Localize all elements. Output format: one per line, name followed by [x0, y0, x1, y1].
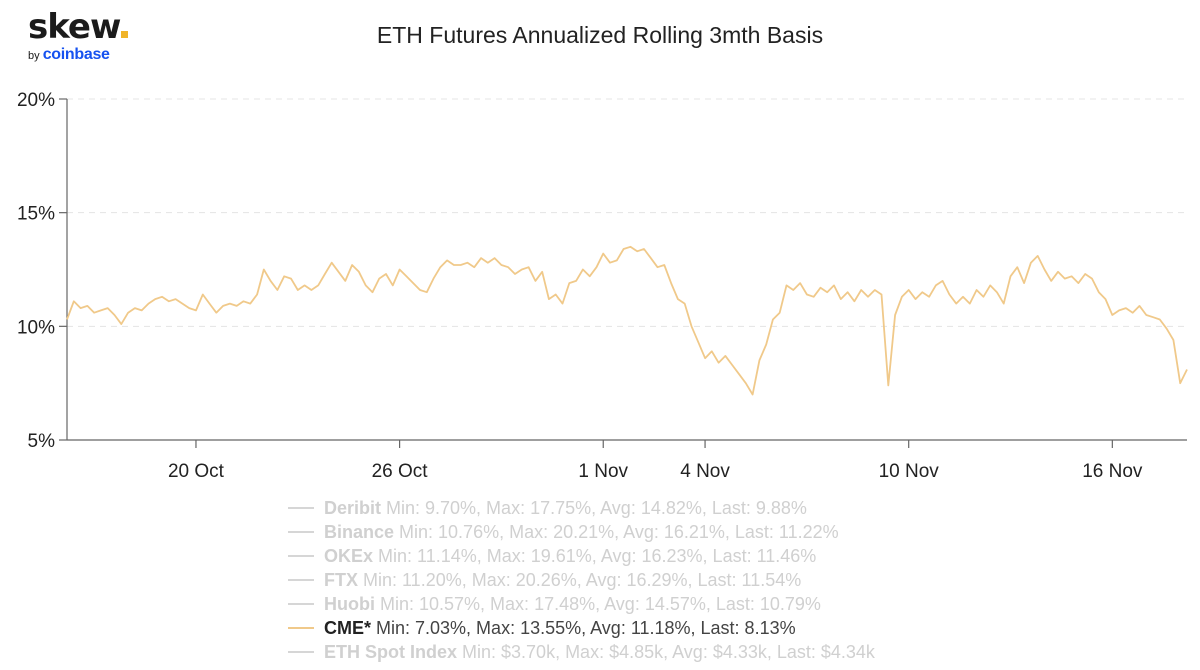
legend-swatch — [288, 507, 314, 509]
legend-item[interactable]: Huobi Min: 10.57%, Max: 17.48%, Avg: 14.5… — [288, 592, 875, 616]
y-tick-label: 10% — [17, 317, 55, 338]
legend-item[interactable]: ETH Spot Index Min: $3.70k, Max: $4.85k, … — [288, 640, 875, 664]
legend-name: FTX — [324, 569, 358, 590]
skew-logo: skew by coinbase — [28, 10, 148, 64]
legend-item[interactable]: Binance Min: 10.76%, Max: 20.21%, Avg: 16… — [288, 520, 875, 544]
legend-stats: Min: 11.14%, Max: 19.61%, Avg: 16.23%, L… — [378, 545, 817, 566]
legend-stats: Min: $3.70k, Max: $4.85k, Avg: $4.33k, L… — [462, 641, 875, 662]
legend-swatch — [288, 579, 314, 581]
legend-name: ETH Spot Index — [324, 641, 458, 662]
legend-stats: Min: 11.20%, Max: 20.26%, Avg: 16.29%, L… — [363, 569, 802, 590]
legend-item[interactable]: Deribit Min: 9.70%, Max: 17.75%, Avg: 14.… — [288, 496, 875, 520]
legend-swatch — [288, 627, 314, 629]
x-tick-label: 10 Nov — [879, 461, 940, 482]
legend-stats: Min: 9.70%, Max: 17.75%, Avg: 14.82%, La… — [386, 497, 807, 518]
legend-swatch — [288, 555, 314, 557]
y-tick-label: 15% — [17, 204, 55, 225]
y-tick-label: 20% — [17, 90, 55, 111]
x-tick-label: 26 Oct — [372, 461, 429, 482]
legend-stats: Min: 7.03%, Max: 13.55%, Avg: 11.18%, La… — [376, 617, 796, 638]
legend-name: Huobi — [324, 593, 375, 614]
legend-name: Binance — [324, 521, 395, 542]
legend-name: OKEx — [324, 545, 374, 566]
legend-item[interactable]: FTX Min: 11.20%, Max: 20.26%, Avg: 16.29%… — [288, 568, 875, 592]
x-tick-label: 4 Nov — [680, 461, 730, 482]
legend-item[interactable]: CME* Min: 7.03%, Max: 13.55%, Avg: 11.18%… — [288, 616, 875, 640]
legend-item[interactable]: OKEx Min: 11.14%, Max: 19.61%, Avg: 16.23… — [288, 544, 875, 568]
legend-swatch — [288, 603, 314, 605]
x-tick-label: 1 Nov — [578, 461, 628, 482]
chart-title: ETH Futures Annualized Rolling 3mth Basi… — [376, 22, 824, 48]
series-line-cme — [66, 245, 1188, 396]
coinbase-byline: by coinbase — [28, 46, 110, 63]
y-tick-label: 5% — [28, 431, 56, 452]
x-tick-label: 16 Nov — [1082, 461, 1143, 482]
legend-stats: Min: 10.76%, Max: 20.21%, Avg: 16.21%, L… — [399, 521, 839, 542]
legend: Deribit Min: 9.70%, Max: 17.75%, Avg: 14.… — [288, 496, 875, 664]
legend-stats: Min: 10.57%, Max: 17.48%, Avg: 14.57%, L… — [380, 593, 821, 614]
skew-wordmark: skew — [28, 10, 148, 44]
legend-swatch — [288, 531, 314, 533]
legend-name: CME* — [324, 617, 372, 638]
logo-dot-icon — [121, 31, 129, 38]
x-tick-label: 20 Oct — [168, 461, 225, 482]
legend-name: Deribit — [324, 497, 382, 518]
legend-swatch — [288, 651, 314, 653]
